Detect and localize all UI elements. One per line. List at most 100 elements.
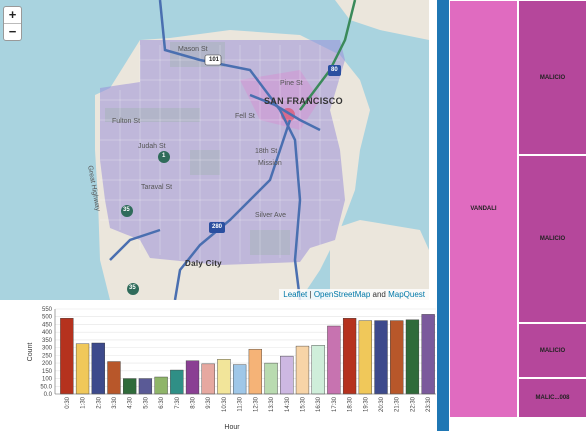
x-tick-label: 2:30: [96, 396, 102, 408]
leaflet-link[interactable]: Leaflet: [283, 290, 308, 299]
zoom-in-button[interactable]: +: [8, 7, 17, 22]
y-tick-label: 50.0: [40, 384, 52, 390]
hwy-35-shield: 35: [129, 285, 136, 291]
street-label: Fulton St: [112, 118, 141, 125]
x-tick-label: 18:30: [348, 396, 354, 412]
bar[interactable]: [342, 318, 357, 395]
bar[interactable]: [91, 342, 105, 395]
zoom-control: + −: [3, 6, 22, 41]
zoom-out-button[interactable]: −: [4, 23, 21, 40]
treemap-label: MALICIO: [539, 236, 566, 242]
bar[interactable]: [75, 343, 90, 395]
x-tick-label: 3:30: [112, 396, 118, 408]
bar[interactable]: [311, 345, 325, 395]
street-label: Mason St: [178, 46, 208, 53]
bar[interactable]: [405, 319, 420, 395]
bar[interactable]: [107, 361, 121, 395]
hwy-1-shield: 1: [162, 153, 166, 159]
y-tick-label: 400: [42, 330, 53, 336]
bar[interactable]: [280, 355, 294, 395]
y-tick-label: 550: [42, 307, 53, 313]
hwy-280-shield: 280: [212, 224, 223, 230]
hwy-35-shield: 35: [123, 207, 130, 213]
map-attribution: Leaflet | OpenStreetMap and MapQuest: [279, 289, 429, 300]
osm-link[interactable]: OpenStreetMap: [313, 290, 371, 299]
bar[interactable]: [374, 320, 388, 395]
street-label: Silver Ave: [255, 212, 286, 219]
treemap-label: VANDALI: [470, 206, 497, 212]
treemap-footer: [449, 418, 587, 431]
street-label: Mission: [258, 160, 282, 167]
x-tick-label: 13:30: [269, 396, 275, 412]
x-tick-label: 20:30: [379, 396, 385, 412]
daly-city-label: Daly City: [185, 259, 222, 268]
x-tick-label: 16:30: [316, 396, 322, 412]
city-label: SAN FRANCISCO: [264, 96, 343, 106]
x-tick-label: 10:30: [222, 396, 228, 412]
hwy-80-shield: 80: [331, 67, 338, 73]
treemap-cell-malicio[interactable]: MALICIO: [518, 155, 587, 323]
x-tick-label: 19:30: [363, 396, 369, 412]
bar[interactable]: [233, 364, 247, 395]
category-treemap: VANDALI MALICIO MALICIO MALICIO MALIC...…: [449, 0, 587, 431]
y-tick-label: 500: [42, 315, 53, 321]
map-tiles: [95, 0, 429, 300]
street-label: 18th St: [255, 148, 278, 155]
bar[interactable]: [264, 362, 278, 395]
panel-divider: [437, 0, 449, 431]
treemap-cell-malicio[interactable]: MALICIO: [518, 323, 587, 378]
x-tick-label: 1:30: [81, 396, 87, 408]
street-label: Judah St: [138, 143, 166, 150]
bar[interactable]: [390, 320, 404, 395]
treemap-cell-vandali[interactable]: VANDALI: [449, 0, 518, 418]
x-axis-ticks: 0:30 1:30 2:30 3:30 4:30 5:30 6:30 7:30 8:30 9:30…: [65, 396, 432, 412]
treemap-label: MALICIO: [539, 74, 566, 81]
bar[interactable]: [123, 378, 137, 395]
x-axis-label: Hour: [224, 424, 240, 431]
bar[interactable]: [421, 314, 435, 395]
treemap-label: MALIC...008: [535, 395, 570, 401]
treemap-cell-malicio[interactable]: MALIC...008: [518, 378, 587, 418]
map-panel[interactable]: + − SAN FRANCISCO Daly City Mason St Pin…: [0, 0, 429, 300]
x-tick-label: 17:30: [332, 396, 338, 412]
x-tick-label: 11:30: [238, 396, 244, 411]
bar[interactable]: [248, 348, 262, 395]
y-axis-label: Count: [27, 343, 34, 362]
attribution-and: and: [370, 290, 389, 299]
bar[interactable]: [154, 376, 168, 395]
street-label: Fell St: [235, 113, 255, 120]
bar[interactable]: [170, 369, 184, 395]
y-tick-label: 100: [42, 377, 53, 383]
y-tick-label: 0.0: [44, 392, 53, 398]
bar[interactable]: [327, 325, 341, 395]
x-tick-label: 12:30: [253, 396, 259, 412]
y-tick-label: 150: [42, 369, 53, 375]
bar[interactable]: [185, 360, 200, 395]
x-tick-label: 8:30: [191, 396, 197, 408]
street-label: Taraval St: [141, 184, 173, 191]
y-tick-label: 300: [42, 346, 53, 352]
street-label: Pine St: [280, 80, 303, 87]
bar[interactable]: [60, 318, 74, 395]
y-tick-label: 200: [42, 361, 53, 367]
bar[interactable]: [217, 359, 231, 395]
x-tick-label: 7:30: [175, 396, 181, 408]
x-tick-label: 4:30: [128, 396, 134, 408]
bar[interactable]: [358, 320, 372, 395]
x-tick-label: 6:30: [159, 396, 165, 408]
treemap-cell-malicio[interactable]: MALICIO: [518, 0, 587, 155]
bar[interactable]: [138, 378, 153, 395]
x-tick-label: 14:30: [285, 396, 291, 412]
treemap-label: MALICIO: [539, 347, 566, 354]
x-tick-label: 9:30: [206, 396, 212, 408]
y-tick-label: 450: [42, 322, 53, 328]
mapquest-link[interactable]: MapQuest: [388, 290, 425, 299]
chart-bars: [60, 314, 435, 395]
x-tick-label: 21:30: [395, 396, 401, 412]
bar[interactable]: [201, 363, 215, 395]
y-tick-label: 350: [42, 338, 53, 344]
hourly-bar-chart: 0.0 50.0 100 150 200 250 300 350 400 450 500 550 0:…: [0, 300, 437, 431]
bar[interactable]: [295, 345, 310, 395]
hwy-101-shield: 101: [209, 57, 220, 63]
